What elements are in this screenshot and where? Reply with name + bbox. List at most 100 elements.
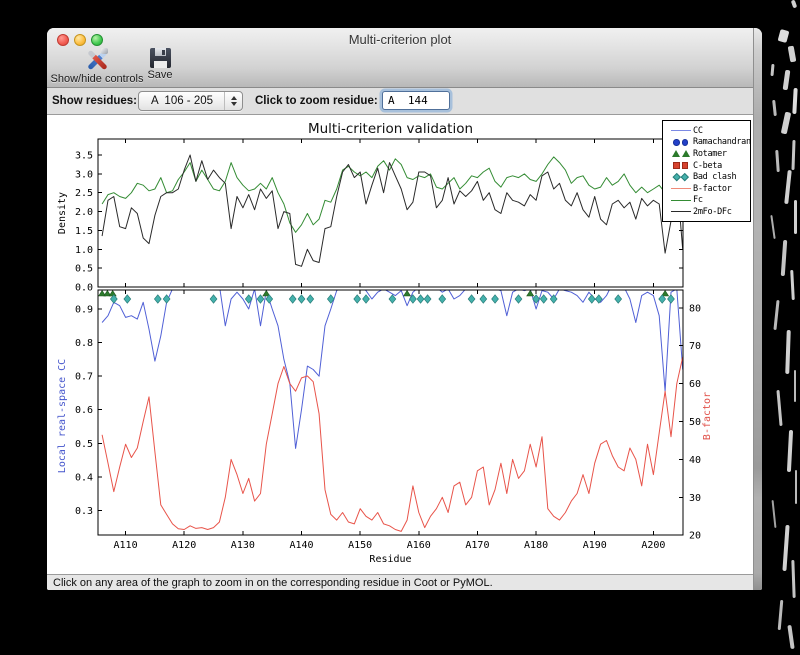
svg-text:2.0: 2.0 xyxy=(75,207,93,218)
b-factor-marker-icon xyxy=(668,188,693,190)
scratch xyxy=(782,524,790,572)
svg-text:40: 40 xyxy=(689,455,701,466)
show-residues-select[interactable]: A 106 - 205 xyxy=(138,91,243,111)
scratch xyxy=(770,214,776,240)
svg-text:A150: A150 xyxy=(348,540,372,551)
traffic-lights xyxy=(57,34,103,46)
svg-text:A180: A180 xyxy=(524,540,548,551)
rotamer-marker-icon xyxy=(668,150,693,158)
bad-clash-marker-icon xyxy=(668,173,693,182)
svg-text:3.0: 3.0 xyxy=(75,169,93,180)
svg-text:0.0: 0.0 xyxy=(75,283,93,294)
status-bar: Click on any area of the graph to zoom i… xyxy=(47,574,753,590)
save-icon xyxy=(149,48,171,68)
svg-text:Multi-criterion validation: Multi-criterion validation xyxy=(308,121,473,137)
scratch xyxy=(777,599,784,631)
legend-label: Rotamer xyxy=(693,148,727,159)
scratch xyxy=(773,299,780,331)
legend-item: 2mFo-DFc xyxy=(668,206,748,218)
svg-text:A160: A160 xyxy=(407,540,431,551)
svg-text:A120: A120 xyxy=(172,540,196,551)
svg-text:A140: A140 xyxy=(289,540,313,551)
scratch xyxy=(784,169,792,205)
multi-criterion-plot-window: Multi-criterion plot Show/hide controls … xyxy=(47,28,762,590)
minimize-button[interactable] xyxy=(74,34,86,46)
scratch xyxy=(780,111,792,135)
svg-text:70: 70 xyxy=(689,341,701,352)
close-button[interactable] xyxy=(57,34,69,46)
legend-item: Rotamer xyxy=(668,148,748,160)
save-button[interactable]: Save xyxy=(143,48,177,81)
scratch xyxy=(782,69,791,91)
window-header: Multi-criterion plot Show/hide controls … xyxy=(47,28,753,88)
scratch xyxy=(772,99,777,117)
save-label: Save xyxy=(147,69,173,81)
scratch xyxy=(777,29,790,43)
zoom-button[interactable] xyxy=(91,34,103,46)
scratch xyxy=(790,0,798,9)
scratch xyxy=(794,370,796,402)
zoom-residue-input[interactable] xyxy=(382,91,450,110)
svg-text:A200: A200 xyxy=(641,540,665,551)
svg-text:1.5: 1.5 xyxy=(75,226,93,237)
plot-legend: CC Ramachandran Rotamer C-beta Bad clash B-fa… xyxy=(662,120,751,222)
svg-text:0.6: 0.6 xyxy=(75,405,93,416)
svg-text:0.8: 0.8 xyxy=(75,338,93,349)
legend-label: Ramachandran xyxy=(693,137,751,148)
show-hide-controls-button[interactable]: Show/hide controls xyxy=(49,48,145,85)
svg-text:1.0: 1.0 xyxy=(75,245,93,256)
show-hide-controls-label: Show/hide controls xyxy=(50,73,144,85)
svg-text:20: 20 xyxy=(689,531,701,542)
svg-text:A170: A170 xyxy=(465,540,489,551)
scratch xyxy=(791,139,796,171)
legend-label: C-beta xyxy=(693,160,722,171)
tools-icon xyxy=(83,48,111,72)
multi-criterion-plot-canvas[interactable]: A110 A120 A130 A140 A150 A160 A170 A180 A190 A200… xyxy=(47,115,753,574)
scratch xyxy=(795,470,797,504)
legend-label: Fc xyxy=(693,195,703,206)
scratch xyxy=(787,624,795,650)
fc-marker-icon xyxy=(668,199,693,201)
legend-item: C-beta xyxy=(668,160,748,172)
svg-text:Local real-space CC: Local real-space CC xyxy=(57,359,68,473)
plot-region: A110 A120 A130 A140 A150 A160 A170 A180 A190 A200… xyxy=(47,115,753,574)
svg-text:2.5: 2.5 xyxy=(75,188,93,199)
svg-text:3.5: 3.5 xyxy=(75,151,93,162)
svg-text:A130: A130 xyxy=(231,540,255,551)
2mfo-dfc-marker-icon xyxy=(668,211,693,213)
svg-text:0.3: 0.3 xyxy=(75,506,93,517)
svg-text:A190: A190 xyxy=(583,540,607,551)
ramachandran-marker-icon xyxy=(668,139,693,146)
svg-text:Density: Density xyxy=(57,192,68,234)
svg-text:60: 60 xyxy=(689,379,701,390)
scratch xyxy=(790,269,795,301)
svg-text:Residue: Residue xyxy=(369,554,411,565)
svg-text:0.5: 0.5 xyxy=(75,439,93,450)
legend-item: B-factor xyxy=(668,183,748,195)
legend-label: Bad clash xyxy=(693,172,737,183)
window-edge-scrollbar xyxy=(753,28,762,590)
scratch xyxy=(770,63,775,77)
svg-text:80: 80 xyxy=(689,303,701,314)
scratch xyxy=(794,200,797,234)
c-beta-marker-icon xyxy=(668,162,693,169)
svg-text:0.4: 0.4 xyxy=(75,472,93,483)
svg-text:50: 50 xyxy=(689,417,701,428)
legend-item: Bad clash xyxy=(668,171,748,183)
svg-text:A110: A110 xyxy=(114,540,138,551)
stepper-arrows-icon[interactable] xyxy=(224,92,242,110)
svg-text:0.9: 0.9 xyxy=(75,305,93,316)
svg-text:30: 30 xyxy=(689,493,701,504)
legend-item: Ramachandran xyxy=(668,137,751,149)
svg-text:0.5: 0.5 xyxy=(75,264,93,275)
scratch xyxy=(785,329,791,375)
legend-item: CC xyxy=(668,125,748,137)
legend-label: 2mFo-DFc xyxy=(693,206,732,217)
scratch xyxy=(787,45,797,63)
show-residues-value: A 106 - 205 xyxy=(151,95,214,107)
scratch xyxy=(776,389,783,427)
legend-label: B-factor xyxy=(693,183,732,194)
scratch xyxy=(786,429,794,473)
scratch xyxy=(791,559,796,599)
